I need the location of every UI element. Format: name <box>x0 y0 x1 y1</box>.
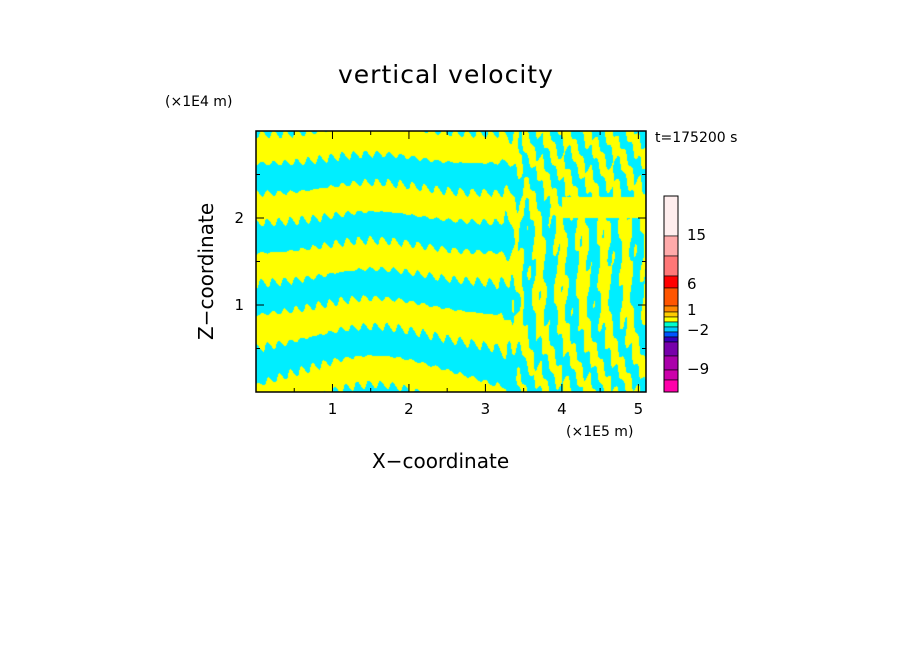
colorbar-level <box>663 305 679 313</box>
colorbar-level <box>663 255 679 277</box>
colorbar-level <box>663 316 679 323</box>
colorbar-tick-label: 6 <box>687 275 697 293</box>
colorbar-level <box>663 321 679 328</box>
colorbar-level <box>663 341 679 357</box>
colorbar-level <box>663 379 679 393</box>
y-axis-unit: (×1E4 m) <box>165 94 233 110</box>
colorbar-level <box>663 235 679 257</box>
x-axis-label: X−coordinate <box>372 449 510 473</box>
colorbar-level <box>663 331 679 338</box>
x-tick-label: 3 <box>481 400 491 418</box>
colorbar-tick-label: −9 <box>687 360 709 378</box>
y-tick-label: 2 <box>234 209 244 227</box>
velocity-field-image <box>256 131 646 392</box>
velocity-field <box>256 131 646 392</box>
colorbar-tick-label: 1 <box>687 301 697 319</box>
x-tick-label: 4 <box>557 400 567 418</box>
x-tick-label: 1 <box>328 400 338 418</box>
chart-title: vertical velocity <box>338 60 554 89</box>
colorbar-tick-label: 15 <box>687 226 706 244</box>
colorbar-frame <box>663 195 679 393</box>
colorbar-level <box>663 369 679 381</box>
colorbar-level <box>663 287 679 307</box>
x-tick-label: 5 <box>634 400 644 418</box>
x-axis-unit: (×1E5 m) <box>566 424 634 440</box>
colorbar-level <box>663 326 679 333</box>
y-tick-label: 1 <box>234 296 244 314</box>
colorbar-level <box>663 336 679 343</box>
colorbar-level <box>663 311 679 318</box>
colorbar: 15 6 1 −2 −9 <box>663 195 709 393</box>
x-tick-label: 2 <box>404 400 414 418</box>
time-annotation: t=175200 s <box>655 130 738 146</box>
colorbar-level <box>663 275 679 289</box>
colorbar-level <box>663 195 679 237</box>
colorbar-level <box>663 355 679 371</box>
axes: 1 2 3 4 5 1 2 <box>234 131 646 418</box>
colorbar-tick-label: −2 <box>687 321 709 339</box>
